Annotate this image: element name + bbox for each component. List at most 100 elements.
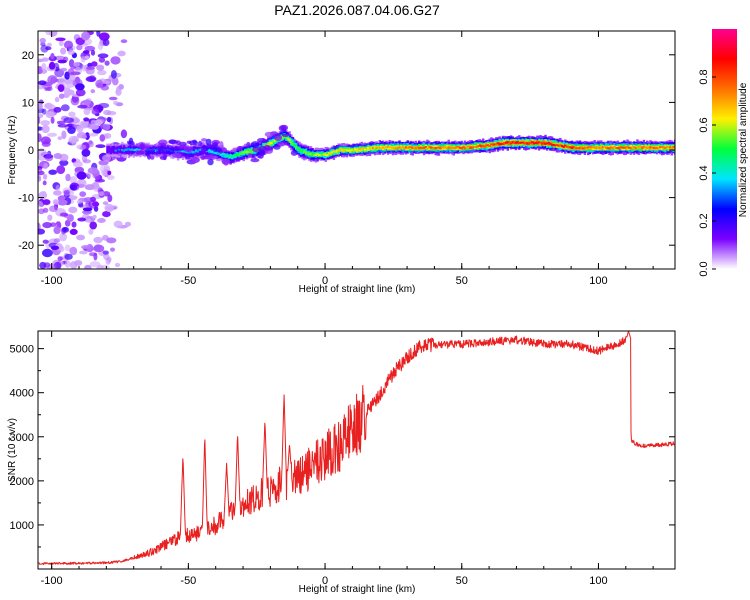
ridge-cell (611, 145, 615, 149)
ridge-cell (398, 146, 401, 149)
ridge-cell (296, 147, 300, 150)
ridge-blotch (246, 141, 251, 148)
ridge-cell (516, 141, 519, 144)
ridge-cell (560, 144, 564, 147)
ridge-cell (444, 146, 447, 149)
ridge-cell (406, 147, 409, 150)
ridge-cell (605, 146, 608, 149)
ridge-cell (591, 146, 595, 149)
noise-speckle (102, 39, 110, 46)
noise-speckle (106, 111, 117, 116)
ridge-cell (657, 146, 660, 149)
snr-frame (37, 330, 676, 570)
noise-speckle (106, 116, 112, 123)
ridge-cell (244, 150, 247, 154)
ridge-blotch (172, 153, 182, 158)
spectrogram-x-tick-label: -100 (41, 275, 63, 287)
noise-speckle (89, 221, 97, 230)
noise-speckle (50, 116, 55, 124)
colorbar-tick-label: 0.2 (698, 213, 710, 228)
ridge-cell (380, 146, 383, 149)
noise-speckle (38, 228, 45, 235)
ridge-cell (194, 149, 198, 152)
noise-speckle (114, 262, 121, 268)
ridge-cell (526, 142, 529, 145)
ridge-cell (460, 147, 464, 150)
noise-speckle (67, 126, 76, 134)
ridge-cell (270, 141, 273, 145)
noise-speckle (49, 205, 58, 213)
ridge-cell (191, 150, 195, 154)
ridge-cell (649, 146, 652, 149)
ridge-cell (221, 152, 224, 155)
noise-speckle (38, 80, 47, 86)
ridge-cell (672, 146, 675, 148)
ridge-cell (396, 146, 400, 150)
ridge-cell (183, 148, 186, 157)
ridge-cell (321, 153, 324, 156)
ridge-cell (350, 149, 354, 151)
noise-speckle (73, 160, 83, 168)
noise-speckle (38, 170, 45, 176)
colorbar-tick-label: 0.0 (698, 261, 710, 276)
noise-speckle (42, 199, 51, 205)
ridge-blotch (250, 158, 260, 163)
snr-y-tick-label: 1000 (10, 520, 34, 532)
noise-speckle (105, 257, 111, 265)
ridge-blotch (190, 157, 200, 164)
ridge-blotch (262, 139, 269, 143)
ridge-cell (587, 146, 590, 149)
ridge-blotch (168, 139, 179, 144)
ridge-cell (573, 146, 577, 149)
colorbar-tick-label: 0.4 (698, 165, 710, 180)
colorbar-tick-label: 0.8 (698, 69, 710, 84)
ridge-blotch (259, 149, 266, 156)
ridge-cell (596, 146, 600, 149)
ridge-cell (552, 144, 555, 147)
ridge-cell (654, 147, 657, 149)
noise-speckle (82, 50, 90, 54)
ridge-cell (478, 144, 482, 147)
ridge-cell (290, 139, 293, 144)
snr-x-tick-label: -50 (180, 575, 196, 587)
noise-speckle (38, 116, 41, 125)
noise-speckle (118, 84, 124, 90)
ridge-cell (557, 144, 560, 147)
ridge-cell (498, 143, 501, 146)
noise-speckle (83, 117, 90, 122)
noise-speckle (41, 57, 49, 62)
ridge-cell (381, 146, 385, 149)
ridge-cell (427, 146, 431, 150)
noise-speckle (65, 173, 71, 182)
ridge-cell (222, 152, 226, 158)
noise-speckle (102, 250, 110, 255)
ridge-cell (122, 145, 126, 154)
ridge-blotch (162, 153, 167, 161)
ridge-cell (129, 148, 132, 151)
noise-speckle (102, 123, 111, 131)
ridge-cell (519, 141, 523, 144)
noise-speckle (100, 85, 110, 91)
ridge-cell (363, 148, 367, 151)
noise-speckle (88, 140, 93, 145)
ridge-cell (126, 148, 129, 151)
ridge-cell (618, 147, 621, 150)
ridge-cell (439, 146, 442, 150)
ridge-cell (478, 144, 482, 149)
ridge-cell (664, 147, 667, 150)
noise-speckle (96, 64, 105, 71)
noise-speckle (70, 71, 81, 76)
noise-speckle (97, 53, 109, 59)
colorbar: 0.0 0.2 0.4 0.6 0.8 Normalized spectral ampl… (698, 29, 749, 277)
ridge-cell (340, 148, 344, 151)
ridge-cell (639, 146, 642, 148)
noise-speckle (54, 96, 60, 103)
ridge-cell (288, 138, 291, 142)
ridge-cell (313, 154, 316, 157)
noise-speckle (70, 184, 78, 191)
noise-speckle (64, 79, 74, 84)
ridge-cell (367, 146, 370, 149)
ridge-cell (386, 146, 390, 148)
ridge-cell (385, 146, 388, 149)
